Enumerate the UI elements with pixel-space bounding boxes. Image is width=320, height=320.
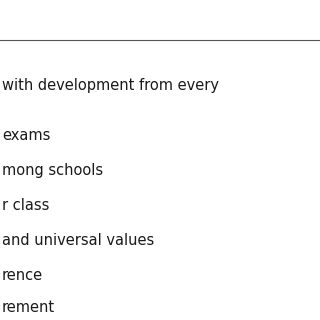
Text: mong schools: mong schools [2,163,103,178]
Text: exams: exams [2,128,50,143]
Text: r class: r class [2,198,49,213]
Text: with development from every: with development from every [2,78,219,93]
Text: rence: rence [2,268,43,283]
Text: and universal values: and universal values [2,233,154,248]
Text: rement: rement [2,300,55,315]
